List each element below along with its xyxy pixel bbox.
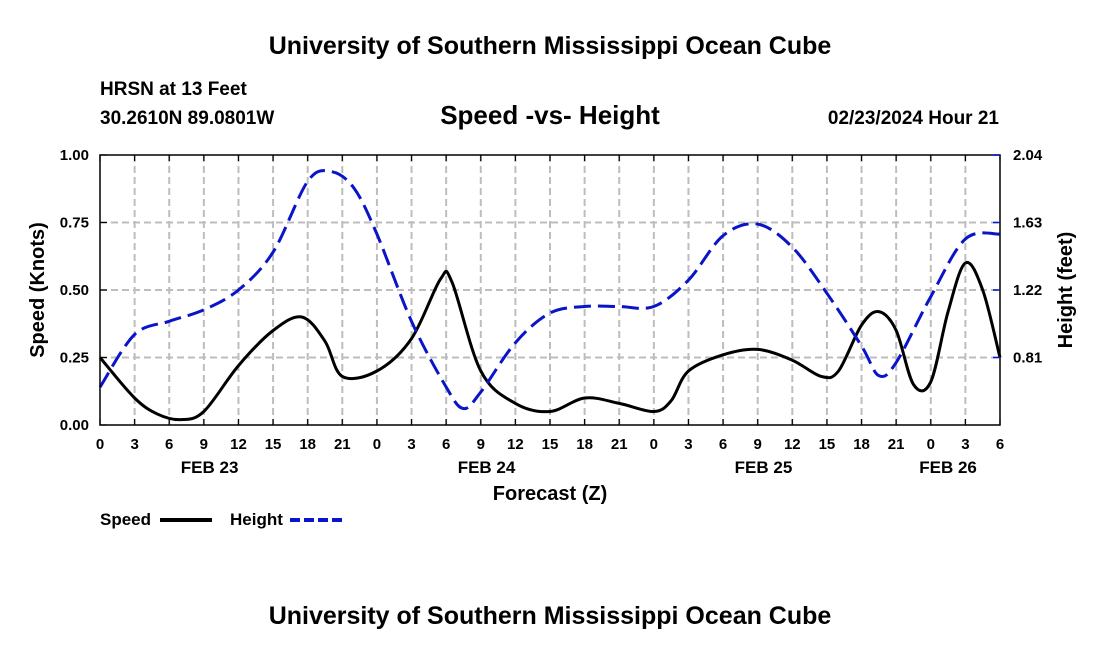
series-layer [98, 169, 1002, 422]
y-tick-label: 0.25 [60, 350, 89, 367]
x-tick-label: 21 [611, 436, 628, 453]
y2-tick-label: 2.04 [1013, 147, 1043, 164]
x-tick-label: 12 [507, 436, 524, 453]
x-tick-label: 21 [334, 436, 351, 453]
y-tick-label: 0.00 [60, 417, 89, 434]
y-axis-label: Speed (Knots) [27, 222, 49, 358]
x-tick-label: 12 [784, 436, 801, 453]
x-tick-label: 0 [650, 436, 658, 453]
date-label: FEB 24 [458, 458, 516, 477]
chart-subtitle: Speed -vs- Height [440, 100, 660, 130]
forecast-datetime: 02/23/2024 Hour 21 [828, 108, 1000, 129]
legend-speed-label: Speed [100, 510, 151, 529]
x-tick-label: 0 [96, 436, 104, 453]
x-tick-label: 18 [299, 436, 316, 453]
x-tick-label: 0 [373, 436, 381, 453]
x-tick-label: 12 [230, 436, 247, 453]
x-tick-label: 6 [996, 436, 1004, 453]
legend: Speed Height [100, 510, 342, 529]
date-label: FEB 25 [735, 458, 793, 477]
x-tick-label: 15 [265, 436, 282, 453]
date-label: FEB 26 [919, 458, 977, 477]
x-tick-label: 6 [719, 436, 727, 453]
x-tick-label: 9 [200, 436, 208, 453]
x-tick-label: 6 [165, 436, 173, 453]
height-series-line [98, 169, 1001, 411]
x-axis-label: Forecast (Z) [493, 483, 607, 505]
x-tick-label: 9 [754, 436, 762, 453]
y2-axis-label: Height (feet) [1055, 232, 1077, 349]
y2-tick-label: 1.63 [1013, 215, 1042, 232]
y-tick-label: 0.50 [60, 282, 89, 299]
x-tick-label: 3 [407, 436, 415, 453]
y-tick-label: 0.75 [60, 215, 89, 232]
x-tick-label: 18 [853, 436, 870, 453]
speed-series-line [98, 260, 1002, 422]
x-tick-label: 3 [961, 436, 969, 453]
station-coordinates: 30.2610N 89.0801W [100, 108, 274, 129]
page-title: University of Southern Mississippi Ocean… [269, 32, 832, 60]
x-tick-label: 3 [130, 436, 138, 453]
x-tick-label: 15 [819, 436, 836, 453]
x-tick-label: 9 [477, 436, 485, 453]
legend-height-label: Height [230, 510, 283, 529]
x-tick-label: 6 [442, 436, 450, 453]
y-tick-label: 1.00 [60, 147, 89, 164]
station-label: HRSN at 13 Feet [100, 79, 247, 100]
y2-tick-label: 1.22 [1013, 282, 1042, 299]
date-label: FEB 23 [181, 458, 239, 477]
x-tick-label: 15 [542, 436, 559, 453]
y2-tick-label: 0.81 [1013, 350, 1042, 367]
grid [100, 155, 1000, 425]
x-tick-label: 21 [888, 436, 905, 453]
x-tick-label: 3 [684, 436, 692, 453]
footer-title: University of Southern Mississippi Ocean… [269, 602, 832, 630]
axis-ticks: 0 3 6 9 12 15 18 21 0 3 6 9 12 15 18 21 0 3 6 9 12 15 18 21 0 3 6F… [60, 147, 1043, 477]
x-tick-label: 0 [927, 436, 935, 453]
x-tick-label: 18 [576, 436, 593, 453]
